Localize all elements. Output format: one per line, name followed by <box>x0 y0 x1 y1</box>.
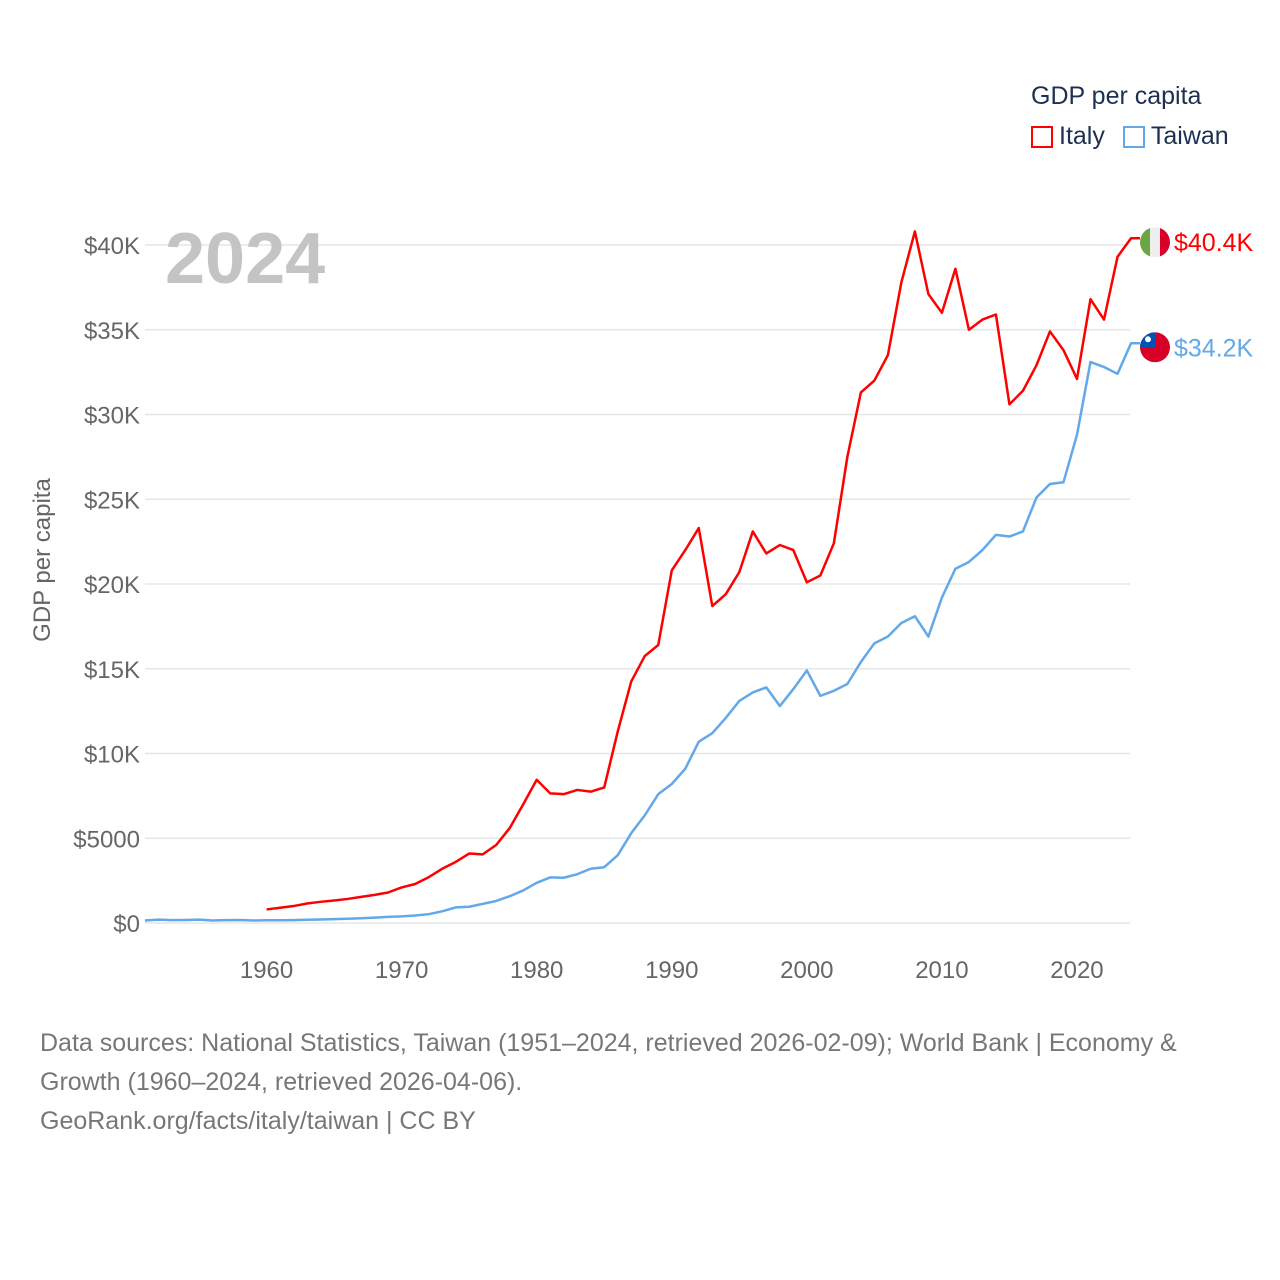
y-tick-label: $20K <box>84 572 140 599</box>
x-tick-label: 2010 <box>915 957 968 984</box>
footer: Data sources: National Statistics, Taiwa… <box>40 1024 1240 1141</box>
end-label-taiwan: $34.2K <box>1174 334 1254 362</box>
x-tick-label: 1970 <box>375 957 428 984</box>
legend-title: GDP per capita <box>1031 82 1202 110</box>
italy-flag-icon <box>1140 227 1170 258</box>
taiwan-flag-icon <box>1140 332 1170 363</box>
x-tick-label: 1990 <box>645 957 698 984</box>
y-tick-label: $15K <box>84 657 140 684</box>
x-tick-label: 1980 <box>510 957 563 984</box>
y-tick-label: $25K <box>84 487 140 514</box>
legend-swatch-italy <box>1031 125 1053 148</box>
data-sources: Data sources: National Statistics, Taiwa… <box>40 1029 1177 1096</box>
legend-item-italy[interactable]: Italy <box>1031 122 1105 151</box>
end-label-italy: $40.4K <box>1174 229 1254 257</box>
series-line-italy <box>266 230 1140 911</box>
y-tick-label: $5000 <box>73 826 140 853</box>
legend-label-italy: Italy <box>1059 122 1105 150</box>
legend: Italy Taiwan <box>1031 122 1229 151</box>
legend-label-taiwan: Taiwan <box>1150 122 1229 150</box>
legend-swatch-taiwan <box>1122 125 1145 148</box>
y-axis-label: GDP per capita <box>29 478 56 642</box>
y-tick-label: $10K <box>84 742 140 769</box>
y-tick-label: $35K <box>84 318 140 345</box>
x-tick-label: 2020 <box>1050 957 1103 984</box>
x-tick-label: 1960 <box>240 957 293 984</box>
source-link[interactable]: GeoRank.org/facts/italy/taiwan | CC BY <box>40 1107 476 1135</box>
series-line-taiwan <box>144 342 1140 922</box>
x-tick-label: 2000 <box>780 957 833 984</box>
y-tick-label: $40K <box>84 233 140 260</box>
y-tick-label: $30K <box>84 403 140 430</box>
y-tick-label: $0 <box>113 911 140 938</box>
legend-item-taiwan[interactable]: Taiwan <box>1122 122 1229 151</box>
year-label: 2024 <box>165 219 325 299</box>
